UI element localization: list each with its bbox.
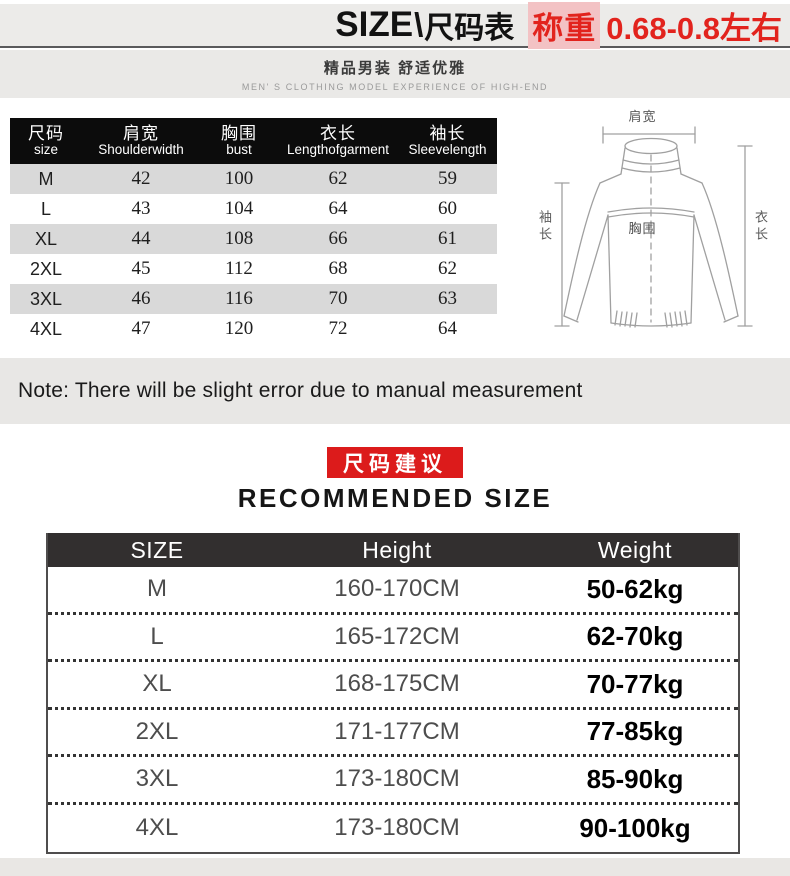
subheader-chinese: 精品男装 舒适优雅 <box>323 59 467 77</box>
table-row: 2XL 171-177CM 77-85kg <box>48 710 738 757</box>
jacket-measurement-diagram: 肩宽 袖长 胸围 衣长 <box>505 98 780 353</box>
bust-label: 胸围 <box>628 221 657 236</box>
table-row: XL 168-175CM 70-77kg <box>48 662 738 710</box>
col-header-length: 衣长 Lengthofgarment <box>286 124 390 157</box>
recommended-size-title: RECOMMENDED SIZE <box>237 483 553 513</box>
table-row: L 165-172CM 62-70kg <box>48 615 738 662</box>
table-row: L 43 104 64 60 <box>40 198 457 219</box>
table-row: M 160-170CM 50-62kg <box>48 567 738 615</box>
table-row: 2XL 45 112 68 62 <box>29 258 457 279</box>
shoulder-width-label: 肩宽 <box>628 109 657 124</box>
subheader-band: 精品男装 舒适优雅 MEN' S CLOTHING MODEL EXPERIEN… <box>0 50 790 98</box>
col-header-weight: Weight <box>597 536 673 563</box>
title-separator: \ <box>414 6 424 43</box>
measurement-note: Note: There will be slight error due to … <box>0 358 790 424</box>
weight-value: 0.68-0.8左右 <box>606 10 782 46</box>
size-table-header: 尺码 size 肩宽 Shoulderwidth 胸围 bust 衣长 Leng… <box>10 118 497 164</box>
table-row: XL 44 108 66 61 <box>10 224 497 254</box>
weight-highlight-label: 称重 <box>528 1 601 49</box>
recommend-table-header: SIZE Height Weight <box>48 533 738 567</box>
recommended-size-table: SIZE Height Weight M 160-170CM 50-62kg L… <box>46 533 740 854</box>
table-row: 3XL 173-180CM 85-90kg <box>48 757 738 805</box>
size-measurement-table: 尺码 size 肩宽 Shoulderwidth 胸围 bust 衣长 Leng… <box>10 118 497 344</box>
table-row: 4XL 47 120 72 64 <box>29 318 457 339</box>
col-header-sleeve: 袖长 Sleevelength <box>408 124 487 157</box>
garment-length-label: 衣长 <box>753 210 768 244</box>
table-row: 3XL 46 116 70 63 <box>10 284 497 314</box>
subheader-english: MEN' S CLOTHING MODEL EXPERIENCE OF HIGH… <box>241 81 549 92</box>
bottom-divider <box>0 858 790 876</box>
col-header-size: SIZE <box>130 536 184 563</box>
col-header-size: 尺码 size <box>28 124 64 157</box>
col-header-shoulder: 肩宽 Shoulderwidth <box>98 124 184 157</box>
col-header-height: Height <box>362 536 432 563</box>
table-row: 4XL 173-180CM 90-100kg <box>135 812 691 843</box>
size-suggestion-badge: 尺码建议 <box>327 447 463 478</box>
col-header-bust: 胸围 bust <box>221 124 257 157</box>
jacket-outline-drawing <box>554 126 753 328</box>
title-size-cn: 尺码表 <box>424 12 515 45</box>
table-row: M 42 100 62 59 <box>10 164 497 194</box>
title-size-en: SIZE <box>335 5 414 44</box>
header-band: SIZE \ 尺码表 称重 0.68-0.8左右 <box>0 1 790 49</box>
sleeve-length-label: 袖长 <box>537 210 552 244</box>
